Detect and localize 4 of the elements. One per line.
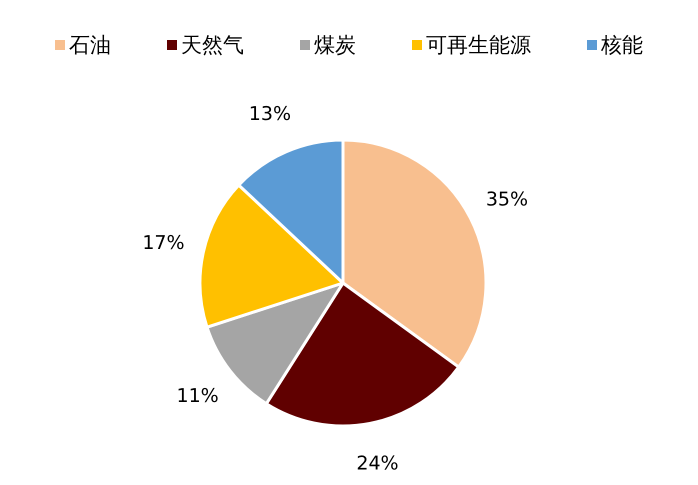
legend-label: 天然气 xyxy=(181,33,244,57)
legend-label: 核能 xyxy=(600,33,643,57)
legend-label: 煤炭 xyxy=(314,33,356,57)
legend-label: 石油 xyxy=(69,33,111,57)
